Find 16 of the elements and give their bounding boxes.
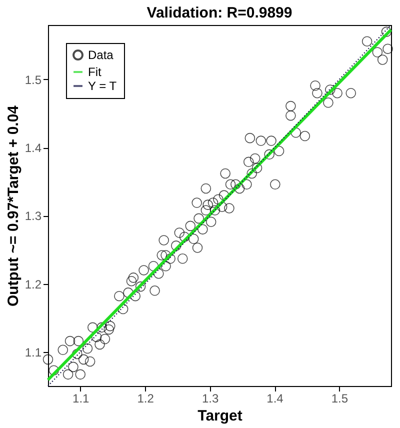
x-axis-title: Target xyxy=(198,408,242,424)
y-axis-title: Output ~= 0.97*Target + 0.04 xyxy=(4,104,22,307)
legend-label: Fit xyxy=(88,65,102,79)
x-tick-label: 1.5 xyxy=(331,392,348,406)
legend-label: Y = T xyxy=(88,79,118,93)
y-tick-label: 1.1 xyxy=(24,345,42,360)
x-tick-label: 1.4 xyxy=(266,392,284,406)
x-tick-label: 1.3 xyxy=(202,392,219,406)
y-tick-label: 1.2 xyxy=(24,277,42,292)
chart-title: Validation: R=0.9899 xyxy=(146,4,292,22)
legend-label: Data xyxy=(88,48,114,62)
x-tick-label: 1.1 xyxy=(72,392,90,406)
y-tick-label: 1.4 xyxy=(24,141,42,156)
y-tick-label: 1.5 xyxy=(24,72,42,87)
y-tick-label: 1.3 xyxy=(24,209,42,224)
x-tick-label: 1.2 xyxy=(137,392,154,406)
